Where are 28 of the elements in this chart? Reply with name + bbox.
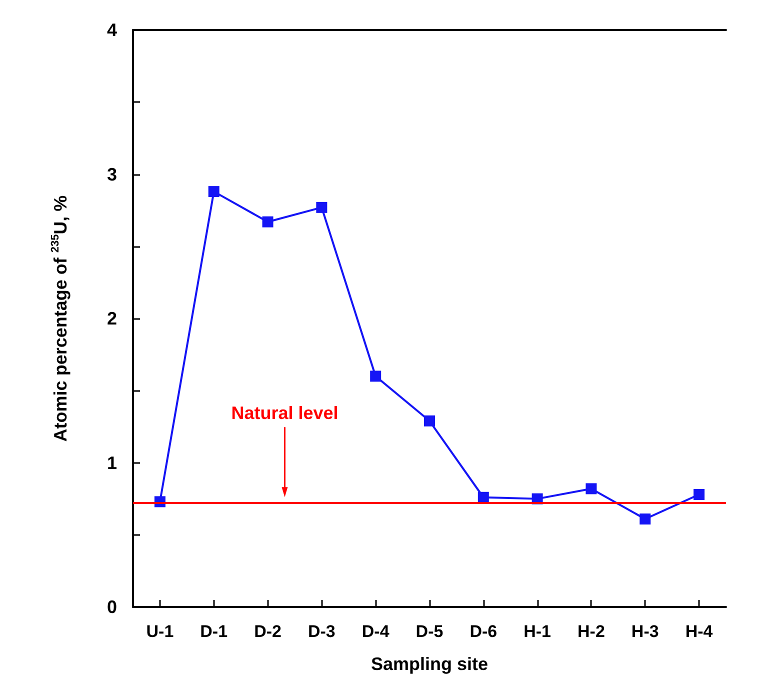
x-tick-label: U-1	[146, 622, 174, 641]
x-tick-label: D-6	[470, 622, 498, 641]
x-tick-label: H-3	[631, 622, 659, 641]
x-tick-label: H-1	[524, 622, 552, 641]
y-tick-label: 2	[106, 308, 117, 328]
point	[316, 202, 328, 213]
y-axis-title: Atomic percentage of 235U, %	[50, 195, 70, 442]
point	[640, 514, 651, 525]
point	[208, 186, 220, 198]
x-tick-label: D-4	[362, 622, 390, 641]
x-tick-label: H-2	[578, 622, 605, 641]
y-tick-label: 0	[106, 597, 117, 617]
point	[694, 488, 705, 500]
point	[586, 483, 597, 494]
point	[478, 492, 489, 503]
x-tick-label: D-3	[308, 622, 336, 641]
point	[424, 415, 435, 426]
x-tick-label: D-2	[254, 622, 282, 641]
x-axis-title: Sampling site	[370, 654, 488, 674]
x-tick-label: D-1	[200, 622, 228, 641]
x-tick-label: H-4	[685, 622, 714, 641]
y-tick-label: 4	[106, 20, 117, 40]
y-tick-label: 1	[106, 452, 117, 473]
point	[262, 216, 274, 228]
y-tick-label: 3	[106, 164, 117, 184]
point	[370, 370, 382, 382]
x-tick-label: D-5	[416, 622, 444, 641]
ref-line-label: Natural level	[231, 403, 338, 424]
